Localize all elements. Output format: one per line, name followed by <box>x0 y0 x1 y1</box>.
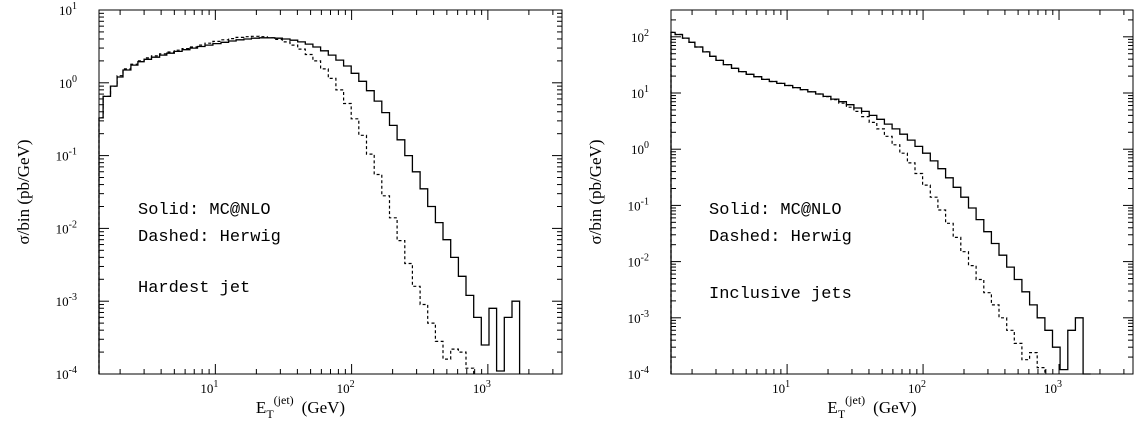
y-tick-label: 10-4 <box>56 365 77 382</box>
y-tick-label: 100 <box>631 140 649 157</box>
x-axis-title: ET(jet) (GeV) <box>256 393 345 421</box>
y-tick-label: 10-3 <box>628 309 649 326</box>
plot-frame <box>98 9 563 375</box>
y-tick-label: 10-3 <box>56 292 77 309</box>
x-tick-label: 102 <box>337 379 355 396</box>
y-axis-title: σ/bin (pb/GeV) <box>14 139 33 244</box>
y-tick-label: 10-2 <box>628 253 649 270</box>
annotation-2: Dashed: Herwig <box>709 228 852 247</box>
chart-1: 101 102 103 10-4 10-3 10-2 10-1 100 101 Solid: MC… <box>14 1 563 421</box>
plot-frame <box>670 9 1134 375</box>
y-tick-label: 100 <box>59 74 77 91</box>
y-tick-label: 10-1 <box>628 196 649 213</box>
annotation-3: Hardest jet <box>138 279 250 298</box>
y-tick-label: 102 <box>631 28 649 45</box>
annotation-3: Inclusive jets <box>709 285 852 304</box>
x-tick-label: 103 <box>1044 379 1062 396</box>
annotation-1: Solid: MC@NLO <box>709 201 842 220</box>
y-tick-label: 101 <box>631 84 649 101</box>
x-tick-label: 102 <box>908 379 926 396</box>
x-tick-label: 101 <box>200 379 218 396</box>
annotation-2: Dashed: Herwig <box>138 228 281 247</box>
series-solid <box>98 37 521 374</box>
y-tick-label: 10-2 <box>56 219 77 236</box>
series-dashed <box>670 31 1046 374</box>
y-tick-label: 10-4 <box>628 365 649 382</box>
x-axis-title: ET(jet) (GeV) <box>827 393 916 421</box>
y-tick-label: 10-1 <box>56 147 77 164</box>
y-axis-title: σ/bin (pb/GeV) <box>586 139 605 244</box>
annotation-1: Solid: MC@NLO <box>138 201 271 220</box>
chart-2: 101 102 103 10-4 10-3 10-2 10-1 100 101 102 Solid:… <box>586 9 1134 421</box>
y-tick-label: 101 <box>59 1 77 18</box>
series-dashed <box>98 35 475 374</box>
x-tick-label: 103 <box>473 379 491 396</box>
x-tick-label: 101 <box>772 379 790 396</box>
